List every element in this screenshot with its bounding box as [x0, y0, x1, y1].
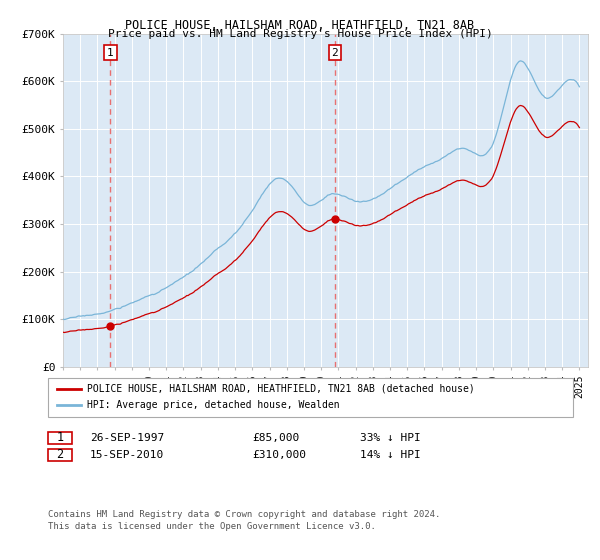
Text: POLICE HOUSE, HAILSHAM ROAD, HEATHFIELD, TN21 8AB (detached house): POLICE HOUSE, HAILSHAM ROAD, HEATHFIELD,…	[87, 384, 475, 394]
Text: This data is licensed under the Open Government Licence v3.0.: This data is licensed under the Open Gov…	[48, 522, 376, 531]
Text: 33% ↓ HPI: 33% ↓ HPI	[360, 433, 421, 443]
Text: £310,000: £310,000	[252, 450, 306, 460]
Text: Contains HM Land Registry data © Crown copyright and database right 2024.: Contains HM Land Registry data © Crown c…	[48, 510, 440, 519]
Text: 2: 2	[331, 48, 338, 58]
Text: POLICE HOUSE, HAILSHAM ROAD, HEATHFIELD, TN21 8AB: POLICE HOUSE, HAILSHAM ROAD, HEATHFIELD,…	[125, 19, 475, 32]
Text: Price paid vs. HM Land Registry's House Price Index (HPI): Price paid vs. HM Land Registry's House …	[107, 29, 493, 39]
Text: 1: 1	[107, 48, 114, 58]
Text: 15-SEP-2010: 15-SEP-2010	[90, 450, 164, 460]
Text: 14% ↓ HPI: 14% ↓ HPI	[360, 450, 421, 460]
Text: £85,000: £85,000	[252, 433, 299, 443]
Text: HPI: Average price, detached house, Wealden: HPI: Average price, detached house, Weal…	[87, 400, 340, 410]
Text: 26-SEP-1997: 26-SEP-1997	[90, 433, 164, 443]
Text: 2: 2	[56, 448, 64, 461]
Text: 1: 1	[56, 431, 64, 445]
